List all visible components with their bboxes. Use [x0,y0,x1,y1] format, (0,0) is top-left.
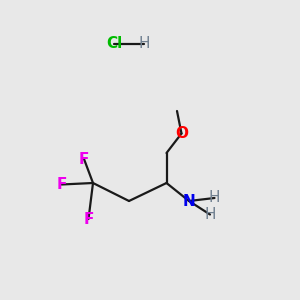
Text: H: H [204,207,216,222]
Text: Cl: Cl [106,36,122,51]
Text: F: F [79,152,89,166]
Text: N: N [183,194,195,208]
Text: O: O [175,126,188,141]
Text: F: F [56,177,67,192]
Text: H: H [138,36,150,51]
Text: F: F [83,212,94,226]
Text: H: H [209,190,220,206]
